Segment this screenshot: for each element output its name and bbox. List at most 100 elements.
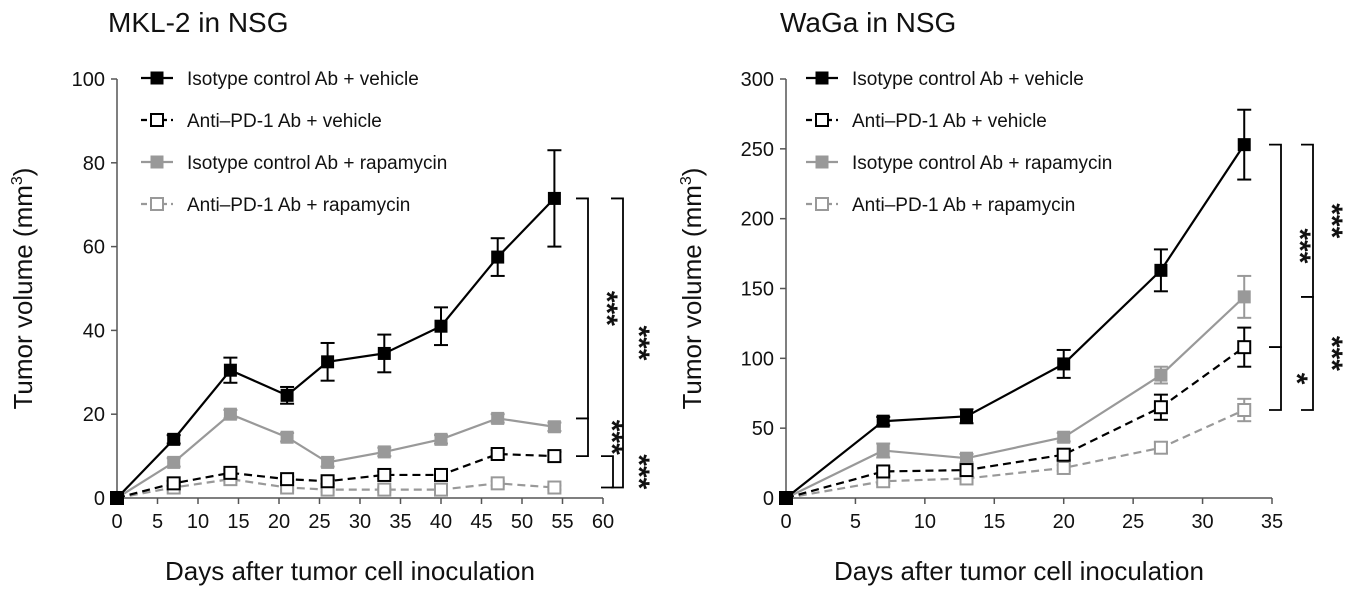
data-point [377,346,391,360]
data-point [434,482,448,497]
x-tick-label: 25 [308,511,330,533]
x-tick-label: 5 [850,511,861,533]
data-point [110,491,124,505]
data-point [490,447,505,462]
x-tick-label: 20 [268,511,290,533]
x-tick-label: 0 [780,511,791,533]
data-point [1237,290,1251,304]
chart-panel-2: WaGa in NSG 0 5 10 15 20 25 30 35 0 50 100 150 200 250… [677,7,1348,586]
series-line [785,144,1246,499]
data-point [547,420,561,434]
legend-marker [150,71,164,85]
series-line [785,346,1245,500]
data-point [960,409,974,423]
data-point [547,449,562,464]
series-1 [110,149,562,505]
bracket-line [576,197,589,420]
legend-entry-4: Anti–PD-1 Ab + rapamycin [806,195,1075,216]
y-axis-label-superscript: 3 [9,176,26,185]
x-tick-label: 40 [430,511,452,533]
series-1 [779,108,1252,505]
chart-title: WaGa in NSG [780,7,956,38]
data-point [1056,460,1071,475]
y-tick-label: 0 [763,488,774,510]
x-tick-label: 50 [511,511,533,533]
data-point [1057,357,1071,371]
legend-marker [150,113,164,127]
x-tick-label: 20 [1053,511,1075,533]
data-point [876,464,891,479]
significance-label: *** [1283,228,1316,263]
significance-bracket-3: *** [576,417,628,457]
legend-marker [815,155,829,169]
data-point [1154,368,1168,382]
bracket-line [1301,295,1314,411]
data-point [1237,138,1251,152]
y-tick-label: 0 [94,488,105,510]
data-point [320,474,335,489]
chart-title: MKL-2 in NSG [108,7,289,38]
series-line [785,409,1245,500]
y-axis-label-text: Tumor volume (mm [677,185,707,409]
y-axis-label-superscript: 3 [678,176,695,185]
bracket-line [1269,143,1282,349]
data-point [1057,430,1071,444]
legend-marker [815,71,829,85]
data-point [280,430,294,444]
legend-label: Anti–PD-1 Ab + vehicle [852,111,1047,132]
x-tick-label: 60 [592,511,614,533]
chart-panel-1: MKL-2 in NSG 0 5 10 15 20 25 30 35 40 45 50 55 60 0 20 4… [8,7,655,586]
data-point [167,455,181,469]
data-point [1237,403,1252,418]
bracket-line [611,197,624,489]
series-line [116,197,556,499]
x-tick-label: 15 [983,511,1005,533]
x-tick-label: 0 [111,511,122,533]
legend-marker [150,197,164,211]
data-point [491,250,505,264]
significance-label: *** [590,291,623,326]
y-tick-label: 250 [741,139,774,161]
legend-label: Anti–PD-1 Ab + rapamycin [187,195,410,216]
legend-marker [815,197,829,211]
data-point [167,432,181,446]
x-tick-label: 25 [1122,511,1144,533]
series-2 [779,326,1252,505]
data-point [434,319,448,333]
data-point [1237,340,1252,355]
legend-marker [815,113,829,127]
legend-label: Isotype control Ab + vehicle [187,69,419,90]
x-tick-label: 55 [551,511,573,533]
legend-label: Anti–PD-1 Ab + vehicle [187,111,382,132]
data-point [434,467,448,482]
x-tick-label: 10 [187,511,209,533]
y-tick-label: 100 [741,348,774,370]
significance-bracket-1: *** [1269,143,1316,349]
data-point [547,480,562,495]
data-point [280,472,295,487]
legend-entry-1: Isotype control Ab + vehicle [806,69,1084,90]
significance-label: * [1280,373,1313,385]
data-point [491,411,505,425]
y-tick-label: 50 [752,418,774,440]
x-tick-label: 30 [1191,511,1213,533]
data-point [1154,263,1168,277]
x-tick-label: 30 [349,511,371,533]
significance-bracket-2: *** [1301,143,1348,298]
data-point [959,463,974,478]
y-tick-label: 100 [72,69,105,91]
data-point [321,455,335,469]
data-point [166,476,181,491]
x-tick-label: 15 [227,511,249,533]
x-tick-label: 35 [1261,511,1283,533]
y-tick-label: 80 [83,153,105,175]
data-point [434,432,448,446]
data-point [377,467,392,482]
x-tick-label: 5 [152,511,163,533]
significance-bracket-1: *** [576,197,623,420]
significance-bracket-4: *** [601,454,655,490]
legend-label: Isotype control Ab + vehicle [852,69,1084,90]
data-point [960,451,974,465]
bracket-line [1301,143,1314,298]
y-axis-label-text: Tumor volume (mm [8,185,38,409]
